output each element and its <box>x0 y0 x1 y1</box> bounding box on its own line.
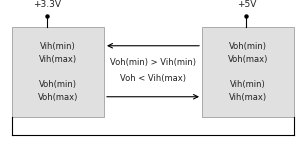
Text: Voh(min): Voh(min) <box>229 42 267 51</box>
Text: Voh < Vih(max): Voh < Vih(max) <box>120 74 186 83</box>
Bar <box>202 27 294 117</box>
Text: Voh(max): Voh(max) <box>228 55 268 64</box>
Text: Vih(min): Vih(min) <box>40 42 76 51</box>
Text: Voh(min) > Vih(min): Voh(min) > Vih(min) <box>110 58 196 67</box>
Bar <box>12 27 104 117</box>
Text: Vih(max): Vih(max) <box>229 93 267 102</box>
Text: +5V: +5V <box>237 0 256 9</box>
Text: Vih(max): Vih(max) <box>39 55 77 64</box>
Text: Vih(min): Vih(min) <box>230 80 266 89</box>
Text: Voh(max): Voh(max) <box>38 93 78 102</box>
Text: +3.3V: +3.3V <box>33 0 62 9</box>
Text: Voh(min): Voh(min) <box>39 80 77 89</box>
